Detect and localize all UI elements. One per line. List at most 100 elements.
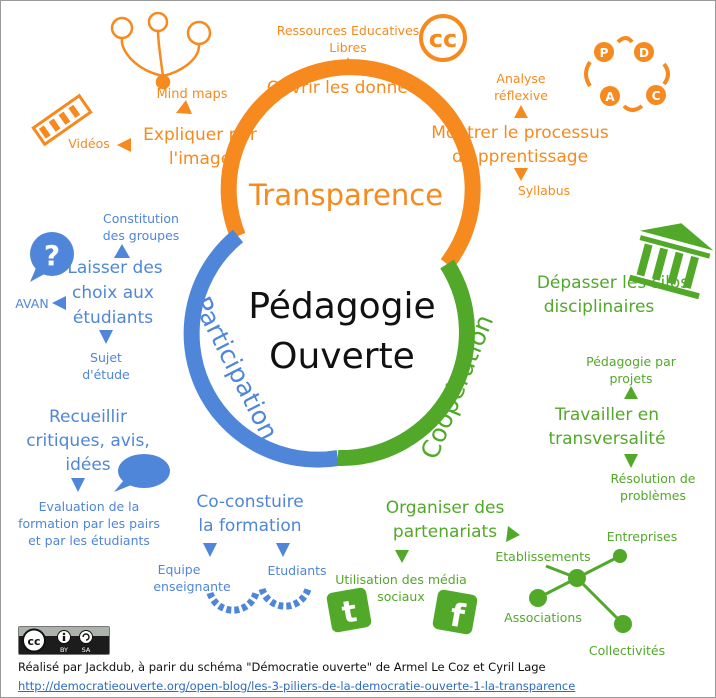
svg-text:?: ? [44,239,60,272]
pdca-letter-d: D [639,46,649,60]
pdca-letter-p: P [600,46,609,60]
arrow-to-evaluation [71,478,85,492]
topic-montrer-line1: Montrer le processus [431,123,609,143]
svg-text:t: t [339,594,359,631]
arrow-to-mindmaps [176,100,192,114]
etablissements-label: Etablissements [495,549,590,564]
topic-recueillir-line1: Recueillir [49,407,127,427]
etudiants-label: Etudiants [267,563,326,578]
svg-text:cc: cc [429,25,457,53]
entreprises-label: Entreprises [607,529,678,544]
partnership-network-icon [529,549,632,633]
arrow-to-resolution [624,454,638,468]
topic-organiser-line2: partenariats [393,522,497,542]
topic-ouvrir-donnees: Ouvrir les données [267,78,427,98]
topic-recueillir-line3: idées [65,455,110,475]
topic-expliquer-line2: l'image [169,149,231,169]
arrow-to-equipe [203,543,217,557]
license-sa-text: SA [82,646,91,654]
sujet-label-line2: d'étude [82,367,130,382]
pdca-cycle-icon: P D C A [584,36,670,112]
topic-expliquer-line1: Expliquer par [143,125,257,145]
transparence-group: Mind maps Vidéos Expliquer par l'image R… [31,11,670,198]
transparence-ring [220,59,481,269]
license-by-text: BY [60,646,68,654]
center-title-line2: Ouverte [269,336,415,377]
pillar-title-cooperation: Coopération [415,311,499,464]
resolution-label-line1: Résolution de [611,471,696,486]
syllabus-label: Syllabus [518,183,570,198]
pdca-letter-a: A [605,90,615,104]
video-icon [31,93,93,147]
topic-coconstruire-line2: la formation [198,516,301,536]
topic-coconstruire-line1: Co-constuire [196,492,303,512]
media-label-line2: sociaux [377,589,425,604]
cc-logo-icon [22,628,46,653]
topic-laisser-line3: étudiants [73,308,153,328]
projets-label-line1: Pédagogie par [586,354,677,369]
trefoil-rings [183,59,481,468]
sujet-label-line1: Sujet [90,350,122,365]
cooperation-group: Dépasser les silos disciplinaires Pédago… [326,223,714,658]
mind-map-icon [110,11,212,90]
analyse-label-line1: Analyse [496,71,546,86]
twitter-icon: t [326,587,372,633]
evaluation-label-line2: formation par les pairs [18,516,160,531]
evaluation-label-line3: et par les étudiants [28,533,150,548]
topic-depasser-line1: Dépasser les silos [537,273,689,293]
credit-text: Réalisé par Jackdub, à parir du schéma "… [18,660,546,674]
groupes-label-line2: des groupes [103,228,180,243]
share-alike-icon [79,630,93,644]
institution-building-icon [628,223,714,300]
topic-montrer-line2: d'apprentissage [452,147,588,167]
mind-maps-label: Mind maps [156,87,227,102]
cc-by-sa-license-badge: cc BY SA [18,626,110,655]
facebook-icon: f [432,589,478,636]
arrow-to-analyse [514,105,528,118]
arrow-to-groupes [114,244,130,258]
arrow-to-sujet [99,330,113,344]
rel-label-line1: Ressources Educatives [277,23,420,38]
evaluation-label-line1: Evaluation de la [39,499,140,514]
arrow-to-avan [52,296,66,310]
projets-label-line2: projets [609,371,652,386]
pdca-letter-c: C [652,89,661,103]
collectivites-label: Collectivités [589,643,665,658]
participation-group: Constitution des groupes ? Laisser des c… [15,211,327,614]
equipe-label-line2: enseignante [153,579,231,594]
analyse-label-line2: réflexive [494,88,548,103]
arrow-to-videos [117,138,131,152]
credit-link[interactable]: http://democratieouverte.org/open-blog/l… [18,679,576,693]
associations-label: Associations [504,610,582,625]
cooperation-ring [337,259,475,467]
speech-bubble-icon [114,454,170,492]
topic-recueillir-line2: critiques, avis, [26,431,150,451]
avan-label: AVAN [15,296,48,311]
media-label-line1: Utilisation des média [335,572,467,587]
resolution-label-line2: problèmes [620,488,686,503]
groupes-label-line1: Constitution [103,211,179,226]
arrow-to-media [395,550,409,563]
rel-label-line2: Libres [329,40,366,55]
topic-laisser-line1: Laisser des [67,258,162,278]
arrow-to-partenariats [506,526,520,542]
arrow-to-projets [624,386,638,399]
pillar-title-transparence: Transparence [248,178,443,212]
topic-laisser-line2: choix aux [72,283,154,303]
topic-travailler-line2: transversalité [548,429,665,449]
videos-label: Vidéos [68,136,110,151]
participation-ring [183,229,340,468]
question-bubble-icon: ? [30,232,74,282]
cc-logo-text: cc [27,635,40,648]
topic-depasser-line2: disciplinaires [544,297,655,317]
arrow-to-rel [341,57,355,72]
center-title-line1: Pédagogie [248,286,435,327]
arrow-to-etudiants [276,543,290,557]
cc-icon: cc [419,14,467,62]
arrow-to-syllabus [514,168,528,181]
topic-travailler-line1: Travailler en [554,405,659,425]
center-title: Pédagogie Ouverte [248,286,435,377]
topic-organiser-line1: Organiser des [386,498,505,518]
